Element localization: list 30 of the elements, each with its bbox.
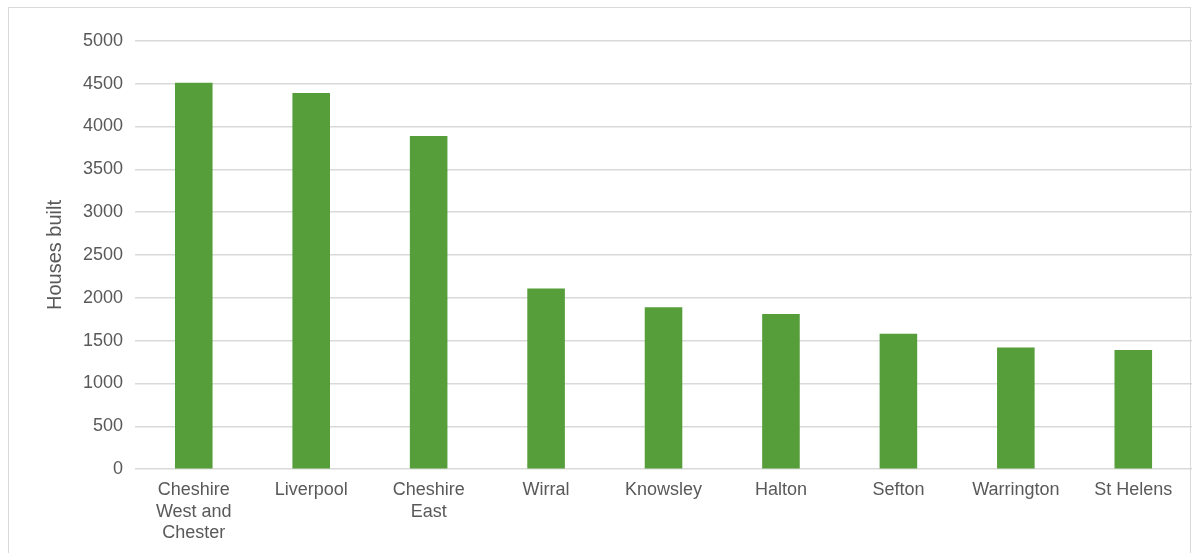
x-tick-label: Knowsley [625,478,703,499]
x-tick-label: Sefton [872,478,925,499]
bar [762,314,800,469]
x-tick-label: St Helens [1094,478,1173,499]
x-tick-label: Warrington [972,478,1060,499]
y-tick-label: 3500 [83,158,124,179]
y-tick-label: 1500 [83,329,124,350]
x-tick-label: Cheshire East [392,478,465,521]
bar [644,307,683,469]
y-tick-label: 3000 [83,201,124,222]
y-tick-label: 2000 [83,286,124,307]
bar [292,93,330,469]
y-axis-title: Houses built [42,199,65,311]
bar [1114,350,1153,469]
x-tick-label: Liverpool [274,478,348,499]
x-tick-label: Cheshire West and Chester [155,478,232,543]
bar [527,288,565,469]
y-tick-label: 2500 [83,243,124,264]
y-tick-label: 500 [93,415,124,436]
y-tick-label: 4000 [83,115,124,136]
x-tick-label: Halton [754,478,807,499]
bar [409,135,448,469]
bar [997,347,1035,469]
bar [174,82,213,469]
bar [879,333,918,469]
x-tick-label: Wirral [522,478,570,499]
y-tick-label: 1000 [83,372,124,393]
y-tick-label: 5000 [83,29,124,50]
y-tick-label: 0 [113,458,124,479]
y-tick-label: 4500 [83,72,124,93]
